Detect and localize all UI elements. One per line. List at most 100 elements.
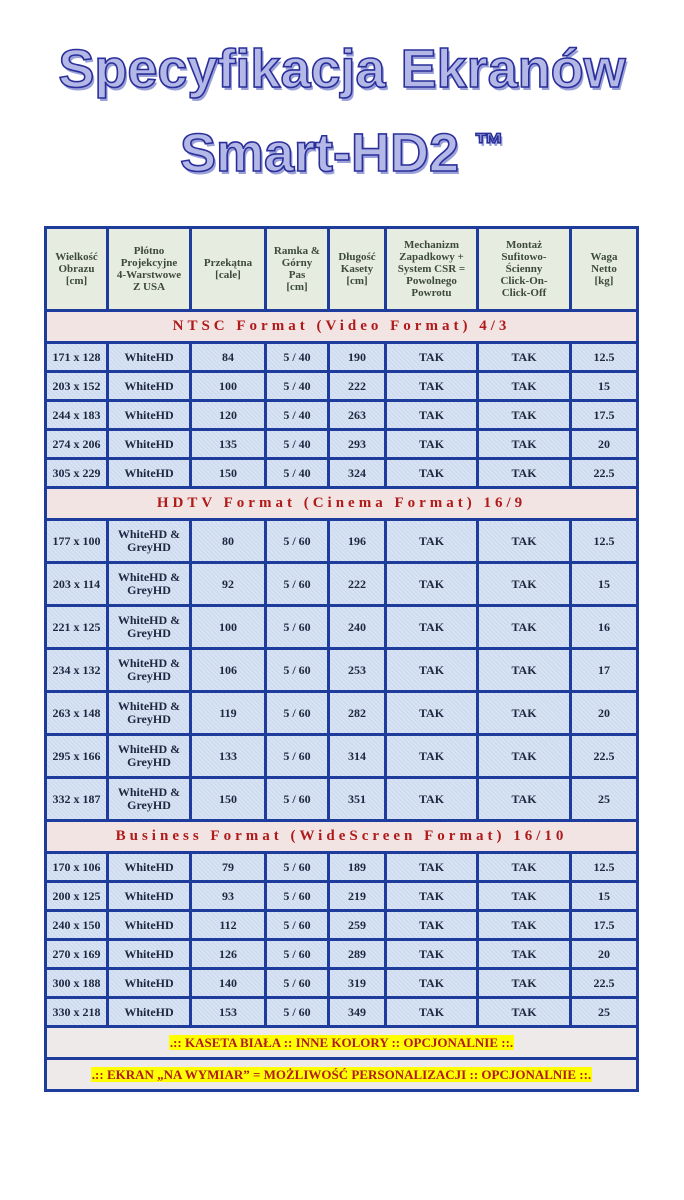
- cell-projection-fabric: WhiteHD: [106, 938, 192, 970]
- cell-mounting: TAK: [476, 909, 572, 941]
- cell-text: WhiteHD & GreyHD: [117, 527, 181, 554]
- cell-image-size: 295 x 166: [44, 733, 109, 779]
- cell-diagonal: 150: [189, 457, 267, 489]
- cell-projection-fabric: WhiteHD: [106, 399, 192, 431]
- cell-mechanism: TAK: [384, 561, 479, 607]
- table-row: 203 x 152 WhiteHD 100 5 / 40 222 TAK TAK 15: [44, 370, 639, 402]
- cell-text: WhiteHD & GreyHD: [117, 742, 181, 769]
- cell-net-weight: 22.5: [569, 967, 639, 999]
- cell-mechanism: TAK: [384, 776, 479, 822]
- footer-row: .:: EKRAN „NA WYMIAR” = MOŻLIWOŚĆ PERSON…: [44, 1057, 639, 1092]
- cell-projection-fabric: WhiteHD & GreyHD: [106, 561, 192, 607]
- cell-net-weight: 22.5: [569, 733, 639, 779]
- cell-mounting: TAK: [476, 370, 572, 402]
- cell-frame-top-border: 5 / 60: [264, 518, 330, 564]
- cell-mounting: TAK: [476, 690, 572, 736]
- footer-cell: .:: KASETA BIAŁA :: INNE KOLORY :: OPCJO…: [44, 1025, 639, 1060]
- header-line: Waga: [590, 251, 618, 263]
- cell-image-size: 221 x 125: [44, 604, 109, 650]
- cell-projection-fabric: WhiteHD & GreyHD: [106, 604, 192, 650]
- header-line: Pas: [288, 269, 306, 281]
- page-title: Specyfikacja Ekranów: [58, 38, 627, 100]
- cell-mechanism: TAK: [384, 341, 479, 373]
- header-line: [cale]: [215, 269, 241, 281]
- cell-text: WhiteHD & GreyHD: [117, 613, 181, 640]
- cell-image-size: 240 x 150: [44, 909, 109, 941]
- cell-projection-fabric: WhiteHD & GreyHD: [106, 647, 192, 693]
- cell-net-weight: 15: [569, 880, 639, 912]
- cell-mounting: TAK: [476, 457, 572, 489]
- cell-cassette-length: 253: [327, 647, 387, 693]
- cell-mounting: TAK: [476, 428, 572, 460]
- cell-image-size: 203 x 114: [44, 561, 109, 607]
- cell-frame-top-border: 5 / 60: [264, 909, 330, 941]
- table-row: 200 x 125 WhiteHD 93 5 / 60 219 TAK TAK 15: [44, 880, 639, 912]
- cell-frame-top-border: 5 / 60: [264, 690, 330, 736]
- cell-image-size: 274 x 206: [44, 428, 109, 460]
- cell-net-weight: 12.5: [569, 518, 639, 564]
- cell-text: WhiteHD & GreyHD: [117, 656, 181, 683]
- header-diagonal: Przekątna [cale]: [189, 226, 267, 312]
- cell-cassette-length: 219: [327, 880, 387, 912]
- table-row: 171 x 128 WhiteHD 84 5 / 40 190 TAK TAK 12.5: [44, 341, 639, 373]
- cell-frame-top-border: 5 / 60: [264, 851, 330, 883]
- header-line: Górny: [281, 257, 313, 269]
- section-header: HDTV Format (Cinema Format) 16/9: [44, 486, 639, 521]
- cell-projection-fabric: WhiteHD: [106, 457, 192, 489]
- cell-cassette-length: 293: [327, 428, 387, 460]
- cell-mechanism: TAK: [384, 967, 479, 999]
- cell-diagonal: 140: [189, 967, 267, 999]
- cell-net-weight: 15: [569, 561, 639, 607]
- cell-diagonal: 80: [189, 518, 267, 564]
- cell-cassette-length: 240: [327, 604, 387, 650]
- table-row: 270 x 169 WhiteHD 126 5 / 60 289 TAK TAK 20: [44, 938, 639, 970]
- cell-mechanism: TAK: [384, 996, 479, 1028]
- cell-cassette-length: 289: [327, 938, 387, 970]
- cell-mounting: TAK: [476, 938, 572, 970]
- header-line: Sufitowo-: [501, 251, 547, 263]
- cell-text: WhiteHD & GreyHD: [117, 699, 181, 726]
- table-row: 221 x 125 WhiteHD & GreyHD 100 5 / 60 240 TAK…: [44, 604, 639, 650]
- cell-net-weight: 15: [569, 370, 639, 402]
- cell-cassette-length: 196: [327, 518, 387, 564]
- cell-frame-top-border: 5 / 40: [264, 457, 330, 489]
- cell-diagonal: 133: [189, 733, 267, 779]
- cell-image-size: 177 x 100: [44, 518, 109, 564]
- footer-cell: .:: EKRAN „NA WYMIAR” = MOŻLIWOŚĆ PERSON…: [44, 1057, 639, 1092]
- cell-diagonal: 100: [189, 370, 267, 402]
- cell-cassette-length: 282: [327, 690, 387, 736]
- table-row: 305 x 229 WhiteHD 150 5 / 40 324 TAK TAK 22.5: [44, 457, 639, 489]
- cell-diagonal: 92: [189, 561, 267, 607]
- table-row: 203 x 114 WhiteHD & GreyHD 92 5 / 60 222 TAK T…: [44, 561, 639, 607]
- cell-mounting: TAK: [476, 851, 572, 883]
- header-line: Powrotu: [411, 287, 452, 299]
- cell-mechanism: TAK: [384, 647, 479, 693]
- cell-net-weight: 17: [569, 647, 639, 693]
- header-line: Ścienny: [505, 263, 543, 275]
- table-row: 274 x 206 WhiteHD 135 5 / 40 293 TAK TAK 20: [44, 428, 639, 460]
- cell-projection-fabric: WhiteHD: [106, 851, 192, 883]
- cell-image-size: 171 x 128: [44, 341, 109, 373]
- footer-row: .:: KASETA BIAŁA :: INNE KOLORY :: OPCJO…: [44, 1025, 639, 1060]
- cell-frame-top-border: 5 / 60: [264, 938, 330, 970]
- header-line: [cm]: [346, 275, 368, 287]
- cell-image-size: 300 x 188: [44, 967, 109, 999]
- header-image-size: Wielkość Obrazu [cm]: [44, 226, 109, 312]
- cell-cassette-length: 259: [327, 909, 387, 941]
- cell-mounting: TAK: [476, 776, 572, 822]
- section-title: NTSC Format (Video Format) 4/3: [44, 309, 639, 344]
- page-subtitle: Smart-HD2 ™: [0, 122, 684, 184]
- spec-table: Wielkość Obrazu [cm] Płótno Projekcyjne 4-War…: [44, 226, 639, 1092]
- header-line: [cm]: [286, 281, 308, 293]
- cell-net-weight: 16: [569, 604, 639, 650]
- header-projection-fabric: Płótno Projekcyjne 4-Warstwowe Z USA: [106, 226, 192, 312]
- cell-frame-top-border: 5 / 60: [264, 604, 330, 650]
- cell-image-size: 263 x 148: [44, 690, 109, 736]
- table-row: 244 x 183 WhiteHD 120 5 / 40 263 TAK TAK 17.5: [44, 399, 639, 431]
- cell-diagonal: 153: [189, 996, 267, 1028]
- cell-image-size: 305 x 229: [44, 457, 109, 489]
- cell-mechanism: TAK: [384, 399, 479, 431]
- cell-mounting: TAK: [476, 880, 572, 912]
- header-line: Projekcyjne: [120, 257, 178, 269]
- table-row: 300 x 188 WhiteHD 140 5 / 60 319 TAK TAK 22.5: [44, 967, 639, 999]
